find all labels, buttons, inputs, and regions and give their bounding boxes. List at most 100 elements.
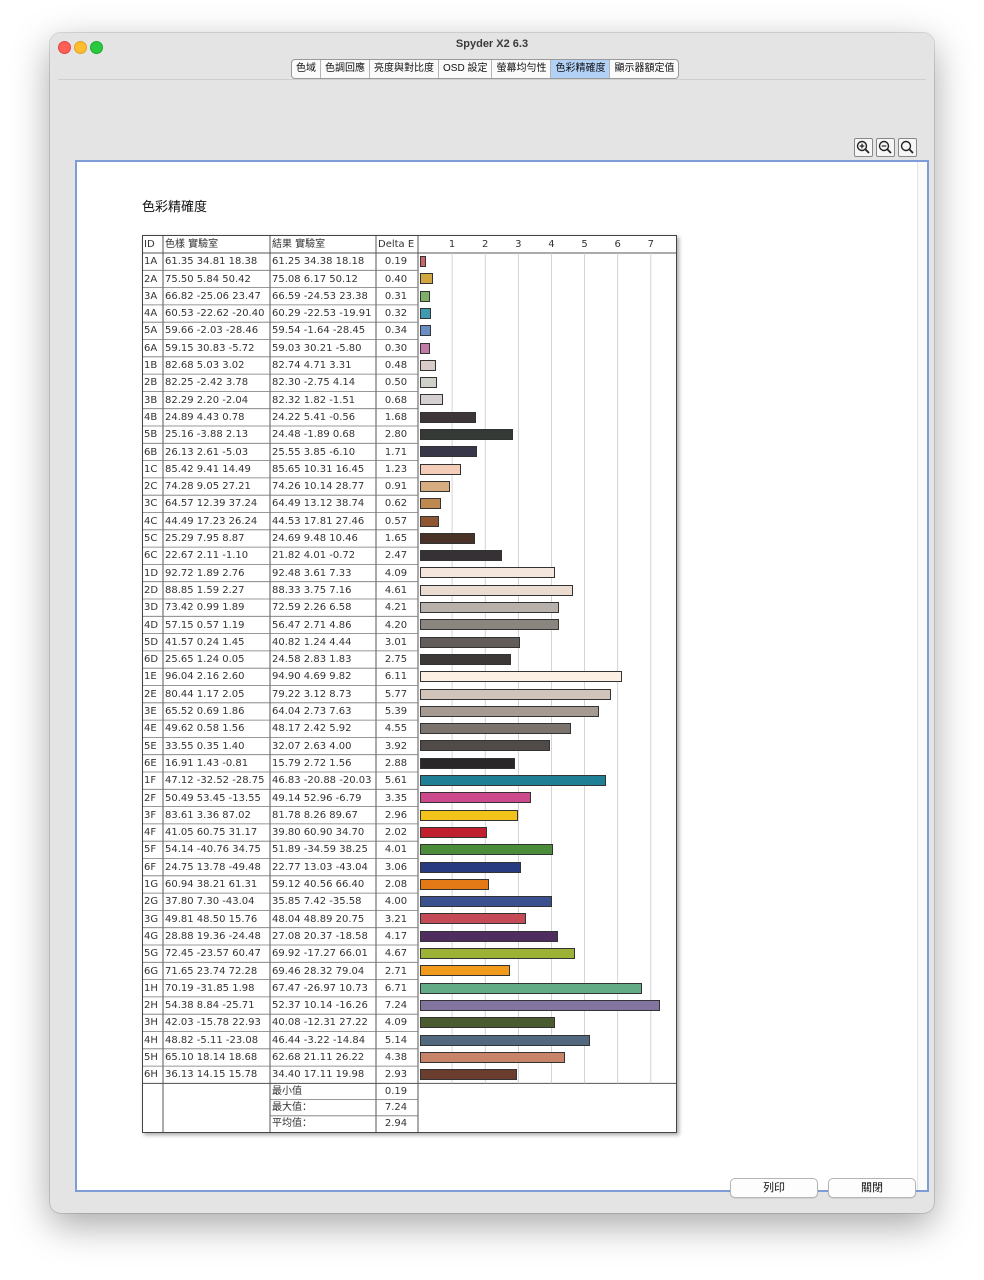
row-delta-e: 1.65 <box>384 533 408 544</box>
tab-osd-settings[interactable]: OSD 設定 <box>439 60 493 78</box>
row-id: 3B <box>144 394 158 406</box>
row-delta-e: 0.57 <box>384 515 408 527</box>
delta-e-bar <box>420 273 434 285</box>
tab-bar: 色域 色調回應 亮度與對比度 OSD 設定 螢幕均勻性 色彩精確度 顯示器額定值 <box>291 59 680 79</box>
row-reference-lab: 72.45 -23.57 60.47 <box>165 948 261 960</box>
row-measured-lab: 51.89 -34.59 38.25 <box>272 844 368 856</box>
delta-e-bar <box>420 1069 518 1081</box>
row-measured-lab: 72.59 2.26 6.58 <box>272 602 352 614</box>
row-id: 2E <box>144 688 157 700</box>
row-id: 5E <box>144 740 157 752</box>
row-id: 4E <box>144 723 157 735</box>
row-reference-lab: 82.29 2.20 -2.04 <box>165 394 249 406</box>
row-measured-lab: 92.48 3.61 7.33 <box>272 567 352 579</box>
row-measured-lab: 44.53 17.81 27.46 <box>272 515 365 527</box>
row-id: 6G <box>144 965 159 977</box>
zoom-in-icon <box>856 140 870 154</box>
row-reference-lab: 49.62 0.58 1.56 <box>165 723 245 735</box>
delta-e-bar <box>420 342 430 354</box>
row-measured-lab: 27.08 20.37 -18.58 <box>272 930 368 942</box>
row-reference-lab: 25.65 1.24 0.05 <box>165 654 245 666</box>
row-measured-lab: 46.44 -3.22 -14.84 <box>272 1034 366 1046</box>
close-window-button[interactable] <box>58 41 71 54</box>
row-measured-lab: 69.92 -17.27 66.01 <box>272 948 368 960</box>
row-id: 3C <box>144 498 158 510</box>
summary-label: 最小值 <box>272 1085 302 1097</box>
axis-tick-label: 4 <box>548 239 555 250</box>
row-delta-e: 4.55 <box>384 723 408 735</box>
delta-e-bar <box>420 878 489 890</box>
report-scroll-view[interactable]: 色彩精確度 ID 色樣 實驗室 結果 實驗室 Delta E 1 2 3 4 5 6 7 1A… <box>75 160 929 1192</box>
row-measured-lab: 82.74 4.71 3.31 <box>272 360 352 371</box>
row-id: 6B <box>144 446 158 458</box>
row-reference-lab: 42.03 -15.78 22.93 <box>165 1017 261 1029</box>
tab-brightness-contrast[interactable]: 亮度與對比度 <box>370 60 439 78</box>
delta-e-bar <box>420 256 427 267</box>
row-delta-e: 2.96 <box>384 809 408 821</box>
row-reference-lab: 54.38 8.84 -25.71 <box>165 1000 255 1012</box>
row-measured-lab: 79.22 3.12 8.73 <box>272 688 352 700</box>
minimize-window-button[interactable] <box>74 41 87 54</box>
header-id: ID <box>144 239 155 250</box>
row-id: 1D <box>144 567 159 579</box>
row-delta-e: 4.20 <box>384 619 408 631</box>
row-measured-lab: 15.79 2.72 1.56 <box>272 757 352 769</box>
row-delta-e: 4.17 <box>384 930 408 942</box>
row-delta-e: 2.02 <box>384 827 408 839</box>
tab-color-accuracy[interactable]: 色彩精確度 <box>551 60 611 78</box>
row-reference-lab: 59.66 -2.03 -28.46 <box>165 325 259 337</box>
row-id: 3A <box>144 290 158 302</box>
row-delta-e: 0.48 <box>384 360 408 371</box>
row-reference-lab: 73.42 0.99 1.89 <box>165 602 245 614</box>
row-id: 3D <box>144 602 159 614</box>
row-measured-lab: 66.59 -24.53 23.38 <box>272 290 368 302</box>
tab-tone-response[interactable]: 色調回應 <box>321 60 370 78</box>
delta-e-bar <box>420 861 522 873</box>
row-measured-lab: 85.65 10.31 16.45 <box>272 463 365 475</box>
row-reference-lab: 64.57 12.39 37.24 <box>165 498 258 510</box>
row-delta-e: 2.08 <box>384 879 408 890</box>
row-id: 1A <box>144 256 158 268</box>
tab-display-rating[interactable]: 顯示器額定值 <box>614 63 675 74</box>
content-panel: 色彩精確度 ID 色樣 實驗室 結果 實驗室 Delta E 1 2 3 4 5 6 7 1A… <box>58 79 929 1192</box>
row-id: 5A <box>144 325 158 337</box>
row-measured-lab: 46.83 -20.88 -20.03 <box>272 775 372 787</box>
delta-e-bar <box>420 705 599 717</box>
row-id: 1F <box>144 775 157 787</box>
row-delta-e: 0.19 <box>384 256 408 268</box>
delta-e-bar <box>420 290 431 302</box>
delta-e-bar <box>420 394 443 406</box>
row-id: 1H <box>144 982 158 994</box>
zoom-reset-button[interactable] <box>898 138 917 157</box>
row-measured-lab: 52.37 10.14 -16.26 <box>272 1000 368 1012</box>
row-delta-e: 0.30 <box>384 342 408 354</box>
close-button[interactable]: 關閉 <box>828 1178 916 1198</box>
tab-gamut[interactable]: 色域 <box>292 60 321 78</box>
row-delta-e: 2.71 <box>384 965 408 977</box>
row-delta-e: 0.50 <box>384 377 408 389</box>
delta-e-bar <box>420 498 441 510</box>
row-delta-e: 2.75 <box>384 654 408 666</box>
vertical-scrollbar[interactable] <box>917 162 927 1190</box>
row-reference-lab: 71.65 23.74 72.28 <box>165 965 258 977</box>
tab-screen-uniformity[interactable]: 螢幕均勻性 <box>492 60 552 78</box>
row-measured-lab: 48.04 48.89 20.75 <box>272 913 365 925</box>
row-delta-e: 3.06 <box>384 861 408 873</box>
zoom-in-button[interactable] <box>854 138 873 157</box>
row-measured-lab: 24.69 9.48 10.46 <box>272 533 358 544</box>
row-id: 4G <box>144 930 159 942</box>
row-id: 4B <box>144 411 158 423</box>
delta-e-bar <box>420 965 510 977</box>
row-reference-lab: 28.88 19.36 -24.48 <box>165 930 261 942</box>
summary-value: 0.19 <box>384 1085 408 1097</box>
print-button[interactable]: 列印 <box>730 1178 818 1198</box>
delta-e-bar <box>420 775 606 786</box>
zoom-out-button[interactable] <box>876 138 895 157</box>
delta-e-bar <box>420 307 431 319</box>
row-reference-lab: 82.68 5.03 3.02 <box>165 360 245 371</box>
row-id: 6H <box>144 1069 158 1081</box>
row-id: 1G <box>144 879 159 890</box>
delta-e-bar <box>420 480 451 492</box>
zoom-window-button[interactable] <box>90 41 103 54</box>
row-id: 1E <box>144 671 157 683</box>
